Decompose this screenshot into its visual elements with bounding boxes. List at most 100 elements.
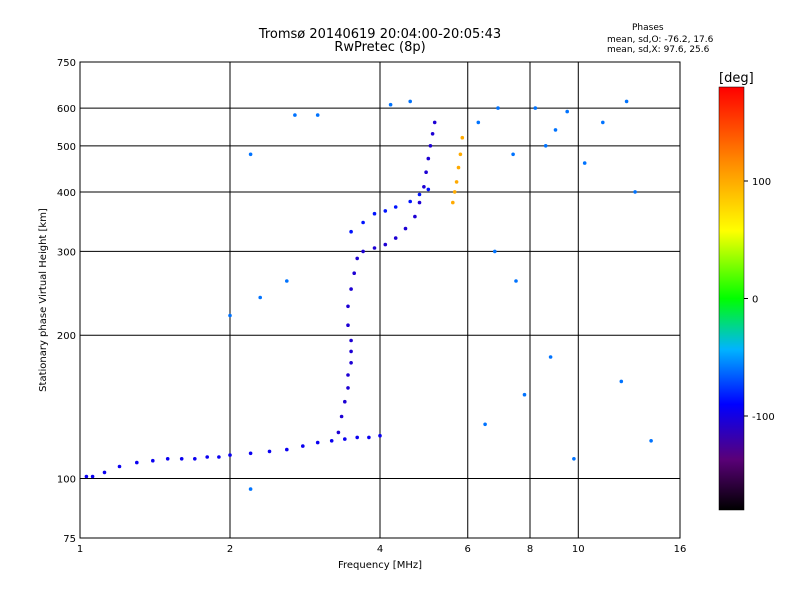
data-point (417, 200, 422, 205)
data-point (349, 361, 353, 365)
data-point (258, 295, 263, 300)
data-point (90, 474, 95, 479)
data-point (388, 102, 393, 107)
data-point (565, 109, 569, 114)
y-tick-label: 500 (57, 142, 76, 153)
data-point (228, 453, 232, 457)
chart-subtitle: RwPretec (8p) (334, 40, 426, 55)
data-point (248, 451, 253, 456)
data-point (432, 120, 437, 125)
data-point (346, 323, 350, 328)
data-point (346, 373, 350, 377)
data-point (511, 152, 515, 157)
data-point (422, 185, 426, 189)
data-point (426, 187, 431, 192)
data-point (205, 455, 209, 459)
data-point (355, 256, 360, 261)
y-tick-label: 100 (57, 475, 76, 486)
data-point (135, 460, 139, 465)
x-axis-label: Frequency [MHz] (338, 560, 422, 571)
data-point (285, 279, 289, 283)
data-point (217, 455, 221, 459)
data-point (349, 338, 353, 343)
data-point (346, 386, 350, 390)
data-point (624, 99, 629, 104)
data-point (454, 180, 459, 184)
grid (80, 62, 680, 538)
data-point (151, 458, 155, 463)
data-point (417, 192, 422, 197)
data-point (248, 487, 253, 491)
data-point (493, 249, 497, 254)
data-point (426, 156, 431, 161)
y-tick-label: 200 (57, 331, 76, 342)
data-point (383, 242, 388, 247)
stats-x-mode: mean, sd,X: 97.6, 25.6 (607, 45, 710, 55)
colorbar-tick-label: -100 (752, 412, 775, 423)
data-point (301, 444, 305, 448)
stats-title: Phases (632, 23, 664, 33)
data-point (456, 165, 461, 170)
data-points (84, 99, 653, 491)
y-tick-label: 75 (63, 534, 76, 545)
data-point (428, 144, 433, 148)
data-point (413, 214, 417, 219)
colorbar-label: [deg] (719, 71, 754, 86)
data-point (476, 120, 481, 125)
data-point (548, 355, 553, 359)
data-point (543, 144, 548, 148)
data-point (372, 211, 377, 216)
data-point (601, 120, 605, 125)
data-point (458, 152, 463, 157)
data-point (179, 457, 184, 461)
data-point (496, 106, 500, 110)
data-point (430, 132, 435, 136)
data-point (315, 113, 320, 117)
data-point (349, 287, 353, 291)
y-tick-label: 400 (57, 188, 76, 199)
data-point (343, 437, 347, 441)
data-point (408, 199, 413, 204)
colorbar-tick-label: 0 (752, 295, 758, 306)
data-point (315, 440, 320, 445)
data-point (582, 161, 587, 165)
data-point (572, 457, 576, 461)
data-point (403, 226, 408, 231)
data-point (393, 236, 398, 240)
data-point (102, 470, 107, 475)
x-tick-label: 10 (572, 544, 585, 555)
data-point (408, 99, 413, 104)
data-point (228, 313, 232, 318)
y-tick-label: 750 (57, 58, 76, 69)
data-point (355, 435, 360, 440)
x-tick-label: 4 (377, 544, 383, 555)
y-tick-label: 600 (57, 104, 76, 115)
data-point (514, 279, 518, 283)
data-point (267, 449, 272, 454)
data-point (619, 379, 624, 384)
data-point (349, 349, 353, 354)
data-point (383, 209, 388, 213)
data-point (522, 392, 527, 397)
data-point (372, 246, 377, 250)
data-point (293, 113, 297, 117)
data-point (117, 464, 122, 469)
data-point (460, 135, 465, 140)
data-point (248, 152, 253, 157)
x-tick-label: 6 (465, 544, 471, 555)
x-tick-label: 2 (227, 544, 233, 555)
colorbar (718, 86, 745, 511)
data-point (336, 430, 341, 435)
data-point (553, 128, 558, 132)
data-point (346, 304, 350, 309)
data-point (393, 205, 398, 209)
data-point (378, 433, 382, 438)
data-point (451, 200, 455, 205)
data-point (367, 435, 371, 440)
data-point (361, 249, 365, 254)
data-point (349, 229, 353, 234)
data-point (339, 414, 344, 419)
chart-title: Tromsø 20140619 20:04:00-20:05:43 (258, 27, 502, 42)
data-point (329, 439, 334, 443)
